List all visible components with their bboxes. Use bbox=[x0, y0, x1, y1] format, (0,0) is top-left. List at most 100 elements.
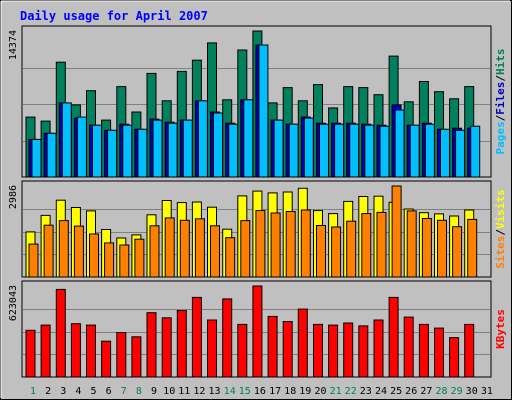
bar-kbytes-day-15 bbox=[237, 323, 248, 378]
bar-kbytes-day-4 bbox=[70, 323, 81, 378]
x-tick-label-day-30: 30 bbox=[466, 386, 478, 397]
bar-kbytes-day-14 bbox=[222, 298, 233, 378]
visits-panel-ymax-label: 2986 bbox=[8, 185, 19, 209]
x-tick-label-day-9: 9 bbox=[151, 386, 157, 397]
bar-pages-day-11 bbox=[182, 119, 193, 178]
bar-sites-day-17 bbox=[270, 212, 281, 278]
bar-kbytes-day-21 bbox=[328, 324, 339, 378]
bar-pages-day-9 bbox=[152, 119, 163, 178]
bar-sites-day-30 bbox=[467, 218, 478, 278]
x-tick-label-day-22: 22 bbox=[345, 386, 357, 397]
bar-pages-day-6 bbox=[107, 129, 118, 178]
bar-sites-day-1 bbox=[28, 243, 39, 278]
chart-panels: 14374Pages/Files/Hits2986Sites/Visits623… bbox=[8, 25, 507, 378]
bar-kbytes-day-16 bbox=[252, 285, 263, 378]
x-tick-label-day-23: 23 bbox=[360, 386, 372, 397]
x-tick-label-day-8: 8 bbox=[136, 386, 142, 397]
bar-pages-day-26 bbox=[409, 124, 420, 178]
bar-pages-day-13 bbox=[213, 112, 223, 178]
bar-kbytes-day-8 bbox=[131, 336, 142, 378]
bar-pages-day-12 bbox=[197, 100, 208, 178]
bar-sites-day-24 bbox=[376, 211, 387, 278]
bar-sites-day-15 bbox=[240, 220, 251, 278]
x-tick-label-day-28: 28 bbox=[435, 386, 447, 397]
x-tick-label-day-24: 24 bbox=[375, 386, 387, 397]
bar-kbytes-day-23 bbox=[358, 325, 369, 378]
bar-kbytes-day-11 bbox=[176, 310, 187, 378]
bar-kbytes-day-5 bbox=[86, 324, 96, 378]
bar-sites-day-7 bbox=[119, 244, 130, 278]
x-tick-label-day-10: 10 bbox=[163, 386, 175, 397]
bar-sites-day-23 bbox=[361, 213, 372, 278]
bar-pages-day-21 bbox=[334, 123, 345, 178]
bar-sites-day-18 bbox=[285, 211, 296, 278]
bar-pages-day-24 bbox=[379, 125, 390, 178]
bar-sites-day-21 bbox=[331, 226, 342, 278]
x-tick-label-day-25: 25 bbox=[390, 386, 402, 397]
x-tick-label-day-5: 5 bbox=[90, 386, 96, 397]
bar-sites-day-20 bbox=[316, 225, 326, 278]
x-tick-label-day-17: 17 bbox=[269, 386, 281, 397]
bar-kbytes-day-10 bbox=[161, 317, 172, 378]
bar-sites-day-19 bbox=[300, 209, 311, 278]
bar-sites-day-26 bbox=[406, 210, 417, 278]
bar-pages-day-10 bbox=[167, 122, 178, 178]
bar-pages-day-1 bbox=[31, 138, 42, 178]
bar-kbytes-day-24 bbox=[373, 319, 384, 378]
x-tick-label-day-2: 2 bbox=[45, 386, 51, 397]
bar-sites-day-9 bbox=[149, 225, 160, 278]
x-tick-label-day-31: 31 bbox=[481, 386, 493, 397]
bar-sites-day-22 bbox=[346, 220, 357, 278]
bar-kbytes-day-22 bbox=[343, 322, 354, 378]
bar-pages-day-2 bbox=[46, 132, 57, 178]
hits-panel-axis-title-part: Hits bbox=[494, 49, 507, 76]
bar-sites-day-27 bbox=[421, 218, 432, 278]
bar-kbytes-day-19 bbox=[297, 308, 308, 378]
bar-pages-day-18 bbox=[288, 123, 299, 178]
x-tick-label-day-7: 7 bbox=[121, 386, 127, 397]
visits-panel-axis-title-part: / bbox=[494, 229, 507, 236]
bar-sites-day-13 bbox=[210, 225, 220, 278]
kbytes-panel-ymax-label: 623043 bbox=[8, 285, 19, 321]
bar-kbytes-day-13 bbox=[207, 319, 217, 378]
bar-sites-day-14 bbox=[225, 237, 236, 278]
bar-kbytes-day-2 bbox=[40, 324, 51, 378]
bar-pages-day-29 bbox=[455, 129, 466, 178]
hits-panel-axis-title-part: Files bbox=[494, 82, 507, 115]
hits-panel-axis-title-part: Pages bbox=[494, 121, 507, 154]
kbytes-panel-axis-title: KBytes bbox=[494, 309, 507, 349]
bar-kbytes-day-12 bbox=[191, 296, 202, 378]
x-tick-label-day-11: 11 bbox=[178, 386, 190, 397]
bar-kbytes-day-9 bbox=[146, 312, 157, 378]
bar-pages-day-17 bbox=[273, 119, 284, 178]
bar-sites-day-8 bbox=[134, 238, 145, 278]
bar-kbytes-day-1 bbox=[25, 329, 36, 378]
bar-sites-day-16 bbox=[255, 210, 266, 278]
visits-panel: 2986 Sites/Visits bbox=[8, 180, 507, 278]
visits-panel-axis-title: Sites/Visits bbox=[494, 189, 507, 269]
bar-pages-day-25 bbox=[394, 109, 405, 178]
bar-pages-day-15 bbox=[243, 99, 254, 178]
bar-sites-day-29 bbox=[452, 226, 463, 278]
bar-kbytes-day-29 bbox=[449, 337, 460, 378]
hits-panel-axis-title-part: / bbox=[494, 75, 507, 82]
bar-sites-day-6 bbox=[104, 242, 115, 278]
x-tick-label-day-12: 12 bbox=[193, 386, 205, 397]
bar-sites-day-11 bbox=[179, 219, 190, 278]
kbytes-panel: 623043 KBytes bbox=[8, 280, 507, 378]
bar-pages-day-5 bbox=[92, 124, 102, 178]
x-tick-label-day-15: 15 bbox=[239, 386, 251, 397]
hits-panel-axis-title: Pages/Files/Hits bbox=[494, 49, 507, 155]
bar-sites-day-5 bbox=[89, 233, 99, 278]
x-tick-label-day-1: 1 bbox=[30, 386, 36, 397]
x-tick-label-day-16: 16 bbox=[254, 386, 266, 397]
bar-pages-day-7 bbox=[122, 124, 133, 178]
bar-pages-day-16 bbox=[258, 44, 269, 178]
bar-kbytes-day-20 bbox=[313, 323, 323, 378]
x-tick-label-day-6: 6 bbox=[106, 386, 112, 397]
bar-kbytes-day-28 bbox=[434, 327, 444, 378]
bar-sites-day-25 bbox=[391, 185, 402, 278]
x-tick-label-day-21: 21 bbox=[330, 386, 342, 397]
